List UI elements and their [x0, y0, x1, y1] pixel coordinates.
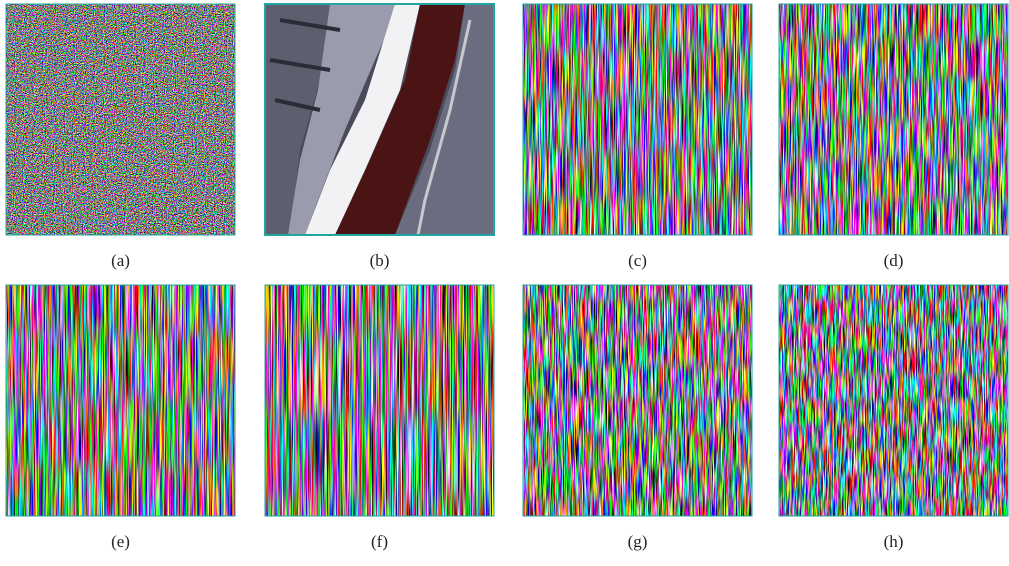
- figure: (a) (b) (c) (d) (e) (f) (g) (h): [0, 0, 1009, 561]
- noise-image: [523, 285, 752, 516]
- panel-caption: (h): [884, 532, 904, 551]
- noise-image: [6, 285, 235, 516]
- noise-image: [523, 4, 752, 235]
- panel-caption: (a): [111, 251, 130, 270]
- noise-image: [6, 4, 235, 235]
- noise-image: [779, 4, 1008, 235]
- panel-caption: (c): [628, 251, 647, 270]
- page: (a)(b)(c)(d)(e)(f)(g)(h) (() => { const …: [0, 0, 1009, 561]
- panel-caption: (e): [111, 532, 130, 551]
- noise-image: [265, 285, 494, 516]
- panel-caption: (b): [370, 251, 390, 270]
- satellite-image: [265, 4, 494, 235]
- panel-caption: (f): [371, 532, 388, 551]
- panel-caption: (d): [884, 251, 904, 270]
- noise-image: [779, 285, 1008, 516]
- panel-caption: (g): [628, 532, 648, 551]
